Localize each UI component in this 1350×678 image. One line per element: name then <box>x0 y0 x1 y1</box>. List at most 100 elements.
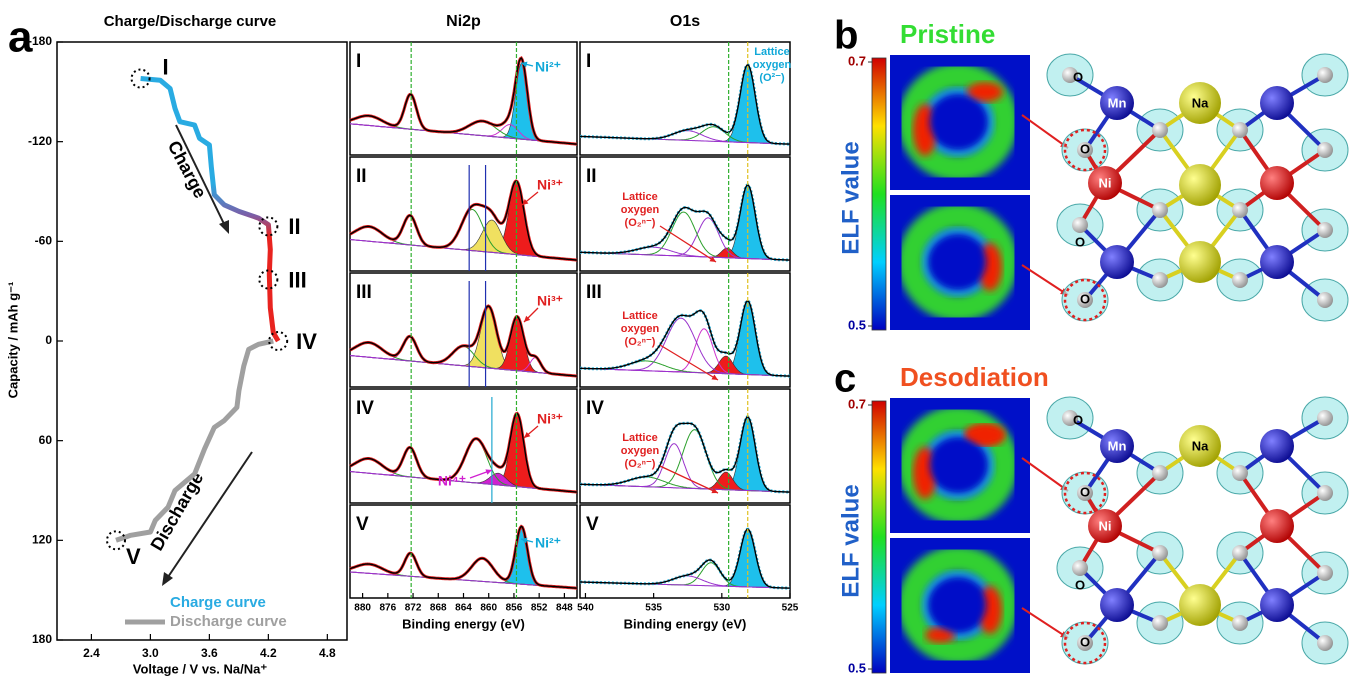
x-tick-label: 530 <box>713 603 730 614</box>
x-tick-label: 856 <box>506 603 523 614</box>
atom <box>1077 142 1093 158</box>
atom <box>1317 410 1333 426</box>
arrow <box>1021 607 1069 639</box>
atom <box>1072 217 1088 233</box>
legend-label: Discharge curve <box>170 613 287 630</box>
panel-label: a <box>8 13 33 62</box>
atom <box>1100 245 1134 279</box>
panel-title: Desodiation <box>900 362 1049 392</box>
x-tick-label: 852 <box>531 603 548 614</box>
arrow <box>659 344 719 381</box>
atom <box>1077 292 1093 308</box>
y-tick-label: -120 <box>28 134 52 148</box>
curve-line <box>140 76 281 343</box>
y-tick-label: 0 <box>45 333 52 347</box>
annotation: Ni²⁺ <box>535 535 561 551</box>
background-line <box>580 367 790 377</box>
y-axis-label: Capacity / mAh g⁻¹ <box>5 282 20 399</box>
atom <box>1260 245 1294 279</box>
atom-label: O <box>1073 69 1083 84</box>
atom <box>1152 272 1168 288</box>
arrow-head <box>219 220 229 234</box>
atom <box>1232 615 1248 631</box>
arrow-head <box>522 199 529 205</box>
arrow <box>1021 114 1069 149</box>
atom <box>1088 166 1122 200</box>
colorbar-label: ELF value <box>837 484 864 597</box>
atom <box>1317 485 1333 501</box>
state-marker <box>258 216 279 237</box>
atom <box>1152 545 1168 561</box>
annotation: Lattice <box>754 46 789 58</box>
x-tick-label: 872 <box>405 603 422 614</box>
atom <box>1100 429 1134 463</box>
elf-hotspot <box>965 425 1005 445</box>
y-tick-label: 180 <box>32 632 52 646</box>
annotation: (O₂ⁿ⁻) <box>625 458 656 470</box>
x-tick-label: 4.2 <box>260 646 277 660</box>
background-line <box>349 355 578 377</box>
atom-label: O <box>1075 234 1085 249</box>
state-marker <box>258 269 279 290</box>
arrow-head <box>711 487 718 494</box>
row-label: III <box>356 282 372 303</box>
xps-frame <box>349 504 578 599</box>
arrow-head <box>162 572 173 586</box>
colorbar <box>871 57 887 331</box>
atom <box>1260 588 1294 622</box>
state-marker <box>268 331 289 351</box>
annotation: (O₂ⁿ⁻) <box>625 217 656 229</box>
elf-hole <box>930 579 986 631</box>
atom-label: O <box>1075 577 1085 592</box>
arrow-head <box>524 315 531 322</box>
row-label: IV <box>356 398 374 419</box>
annotation: Lattice <box>622 310 657 322</box>
arrow <box>165 451 253 581</box>
row-label: I <box>356 51 361 72</box>
x-tick-label: 868 <box>430 603 447 614</box>
atom <box>1152 615 1168 631</box>
atom <box>1317 292 1333 308</box>
row-label: V <box>356 514 369 535</box>
x-tick-label: 4.8 <box>319 646 336 660</box>
atom <box>1232 545 1248 561</box>
elf-hole <box>930 96 986 148</box>
annotation: Ni⁴⁺ <box>438 473 466 489</box>
x-axis-label: Binding energy (eV) <box>624 616 747 631</box>
arrow-head <box>711 374 718 380</box>
atom <box>1232 202 1248 218</box>
elf-hotspot <box>925 627 955 643</box>
legend-label: Charge curve <box>170 594 266 611</box>
x-tick-label: 525 <box>782 603 799 614</box>
atom <box>1072 560 1088 576</box>
x-tick-label: 535 <box>645 603 662 614</box>
atom <box>1077 635 1093 651</box>
atom <box>1317 635 1333 651</box>
arrow-head <box>709 256 716 262</box>
fit-envelope <box>580 184 790 261</box>
annotation: Ni²⁺ <box>535 59 561 75</box>
arrow <box>1021 264 1069 296</box>
row-label: III <box>586 282 602 303</box>
atom <box>1179 164 1221 206</box>
atom <box>1100 588 1134 622</box>
state-label: I <box>163 54 169 79</box>
curve-line <box>115 338 274 543</box>
atom <box>1179 241 1221 283</box>
xps-frame <box>349 272 578 388</box>
fit-envelope <box>580 64 790 145</box>
atom <box>1062 67 1078 83</box>
arrow-head <box>485 469 492 475</box>
highlight-ring <box>1063 278 1107 322</box>
elf-hole <box>930 439 986 491</box>
atom-label: O <box>1080 141 1090 156</box>
atom <box>1260 429 1294 463</box>
elf-ring <box>898 203 1018 321</box>
atom-label: O <box>1080 291 1090 306</box>
background-line <box>580 483 790 493</box>
panel-label: c <box>834 357 856 401</box>
atom <box>1232 122 1248 138</box>
atom <box>1260 509 1294 543</box>
state-label: V <box>126 544 141 569</box>
